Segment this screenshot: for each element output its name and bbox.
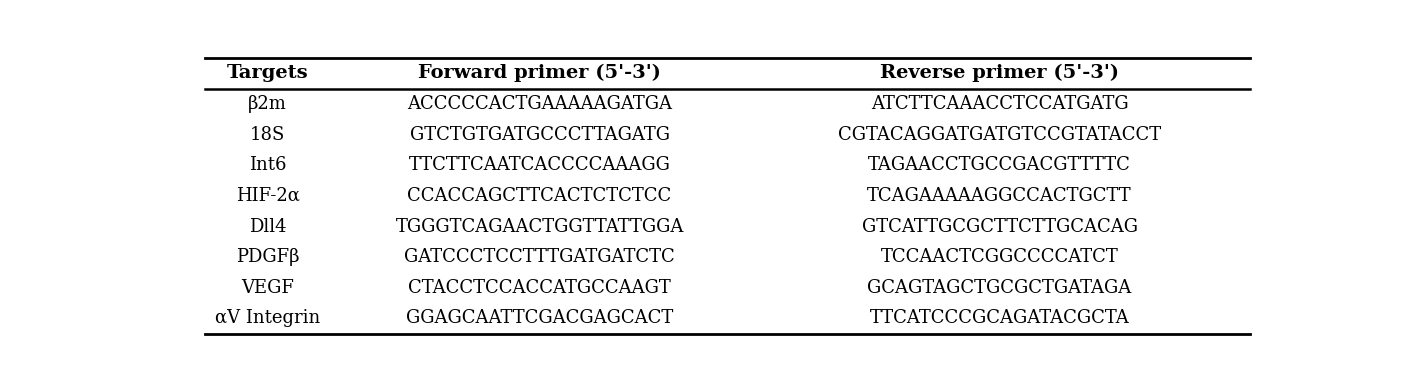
Text: Targets: Targets xyxy=(227,64,308,82)
Text: GCAGTAGCTGCGCTGATAGA: GCAGTAGCTGCGCTGATAGA xyxy=(868,279,1132,297)
Text: HIF-2α: HIF-2α xyxy=(236,187,300,205)
Text: GTCATTGCGCTTCTTGCACAG: GTCATTGCGCTTCTTGCACAG xyxy=(862,218,1137,236)
Text: 18S: 18S xyxy=(250,126,285,144)
Text: TCAGAAAAAGGCCACTGCTT: TCAGAAAAAGGCCACTGCTT xyxy=(868,187,1132,205)
Text: Reverse primer (5'-3'): Reverse primer (5'-3') xyxy=(880,64,1119,82)
Text: CTACCTCCACCATGCCAAGT: CTACCTCCACCATGCCAAGT xyxy=(408,279,670,297)
Text: Forward primer (5'-3'): Forward primer (5'-3') xyxy=(417,64,660,82)
Text: GTCTGTGATGCCCTTAGATG: GTCTGTGATGCCCTTAGATG xyxy=(409,126,670,144)
Text: β2m: β2m xyxy=(248,95,287,113)
Text: TAGAACCTGCCGACGTTTTC: TAGAACCTGCCGACGTTTTC xyxy=(868,156,1130,174)
Text: Dll4: Dll4 xyxy=(248,218,287,236)
Text: GGAGCAATTCGACGAGCACT: GGAGCAATTCGACGAGCACT xyxy=(406,310,673,327)
Text: CGTACAGGATGATGTCCGTATACCT: CGTACAGGATGATGTCCGTATACCT xyxy=(838,126,1162,144)
Text: GATCCCTCCTTTGATGATCTC: GATCCCTCCTTTGATGATCTC xyxy=(405,248,674,266)
Text: CCACCAGCTTCACTCTCTCC: CCACCAGCTTCACTCTCTCC xyxy=(408,187,672,205)
Text: TTCTTCAATCACCCCAAAGG: TTCTTCAATCACCCCAAAGG xyxy=(409,156,670,174)
Text: αV Integrin: αV Integrin xyxy=(214,310,321,327)
Text: TCCAACTCGGCCCCATCT: TCCAACTCGGCCCCATCT xyxy=(880,248,1119,266)
Text: VEGF: VEGF xyxy=(241,279,294,297)
Text: Int6: Int6 xyxy=(248,156,287,174)
Text: PDGFβ: PDGFβ xyxy=(236,248,300,266)
Text: TTCATCCCGCAGATACGCTA: TTCATCCCGCAGATACGCTA xyxy=(869,310,1129,327)
Text: ACCCCCACTGAAAAAGATGA: ACCCCCACTGAAAAAGATGA xyxy=(408,95,672,113)
Text: TGGGTCAGAACTGGTTATTGGA: TGGGTCAGAACTGGTTATTGGA xyxy=(395,218,684,236)
Text: ATCTTCAAACCTCCATGATG: ATCTTCAAACCTCCATGATG xyxy=(870,95,1129,113)
